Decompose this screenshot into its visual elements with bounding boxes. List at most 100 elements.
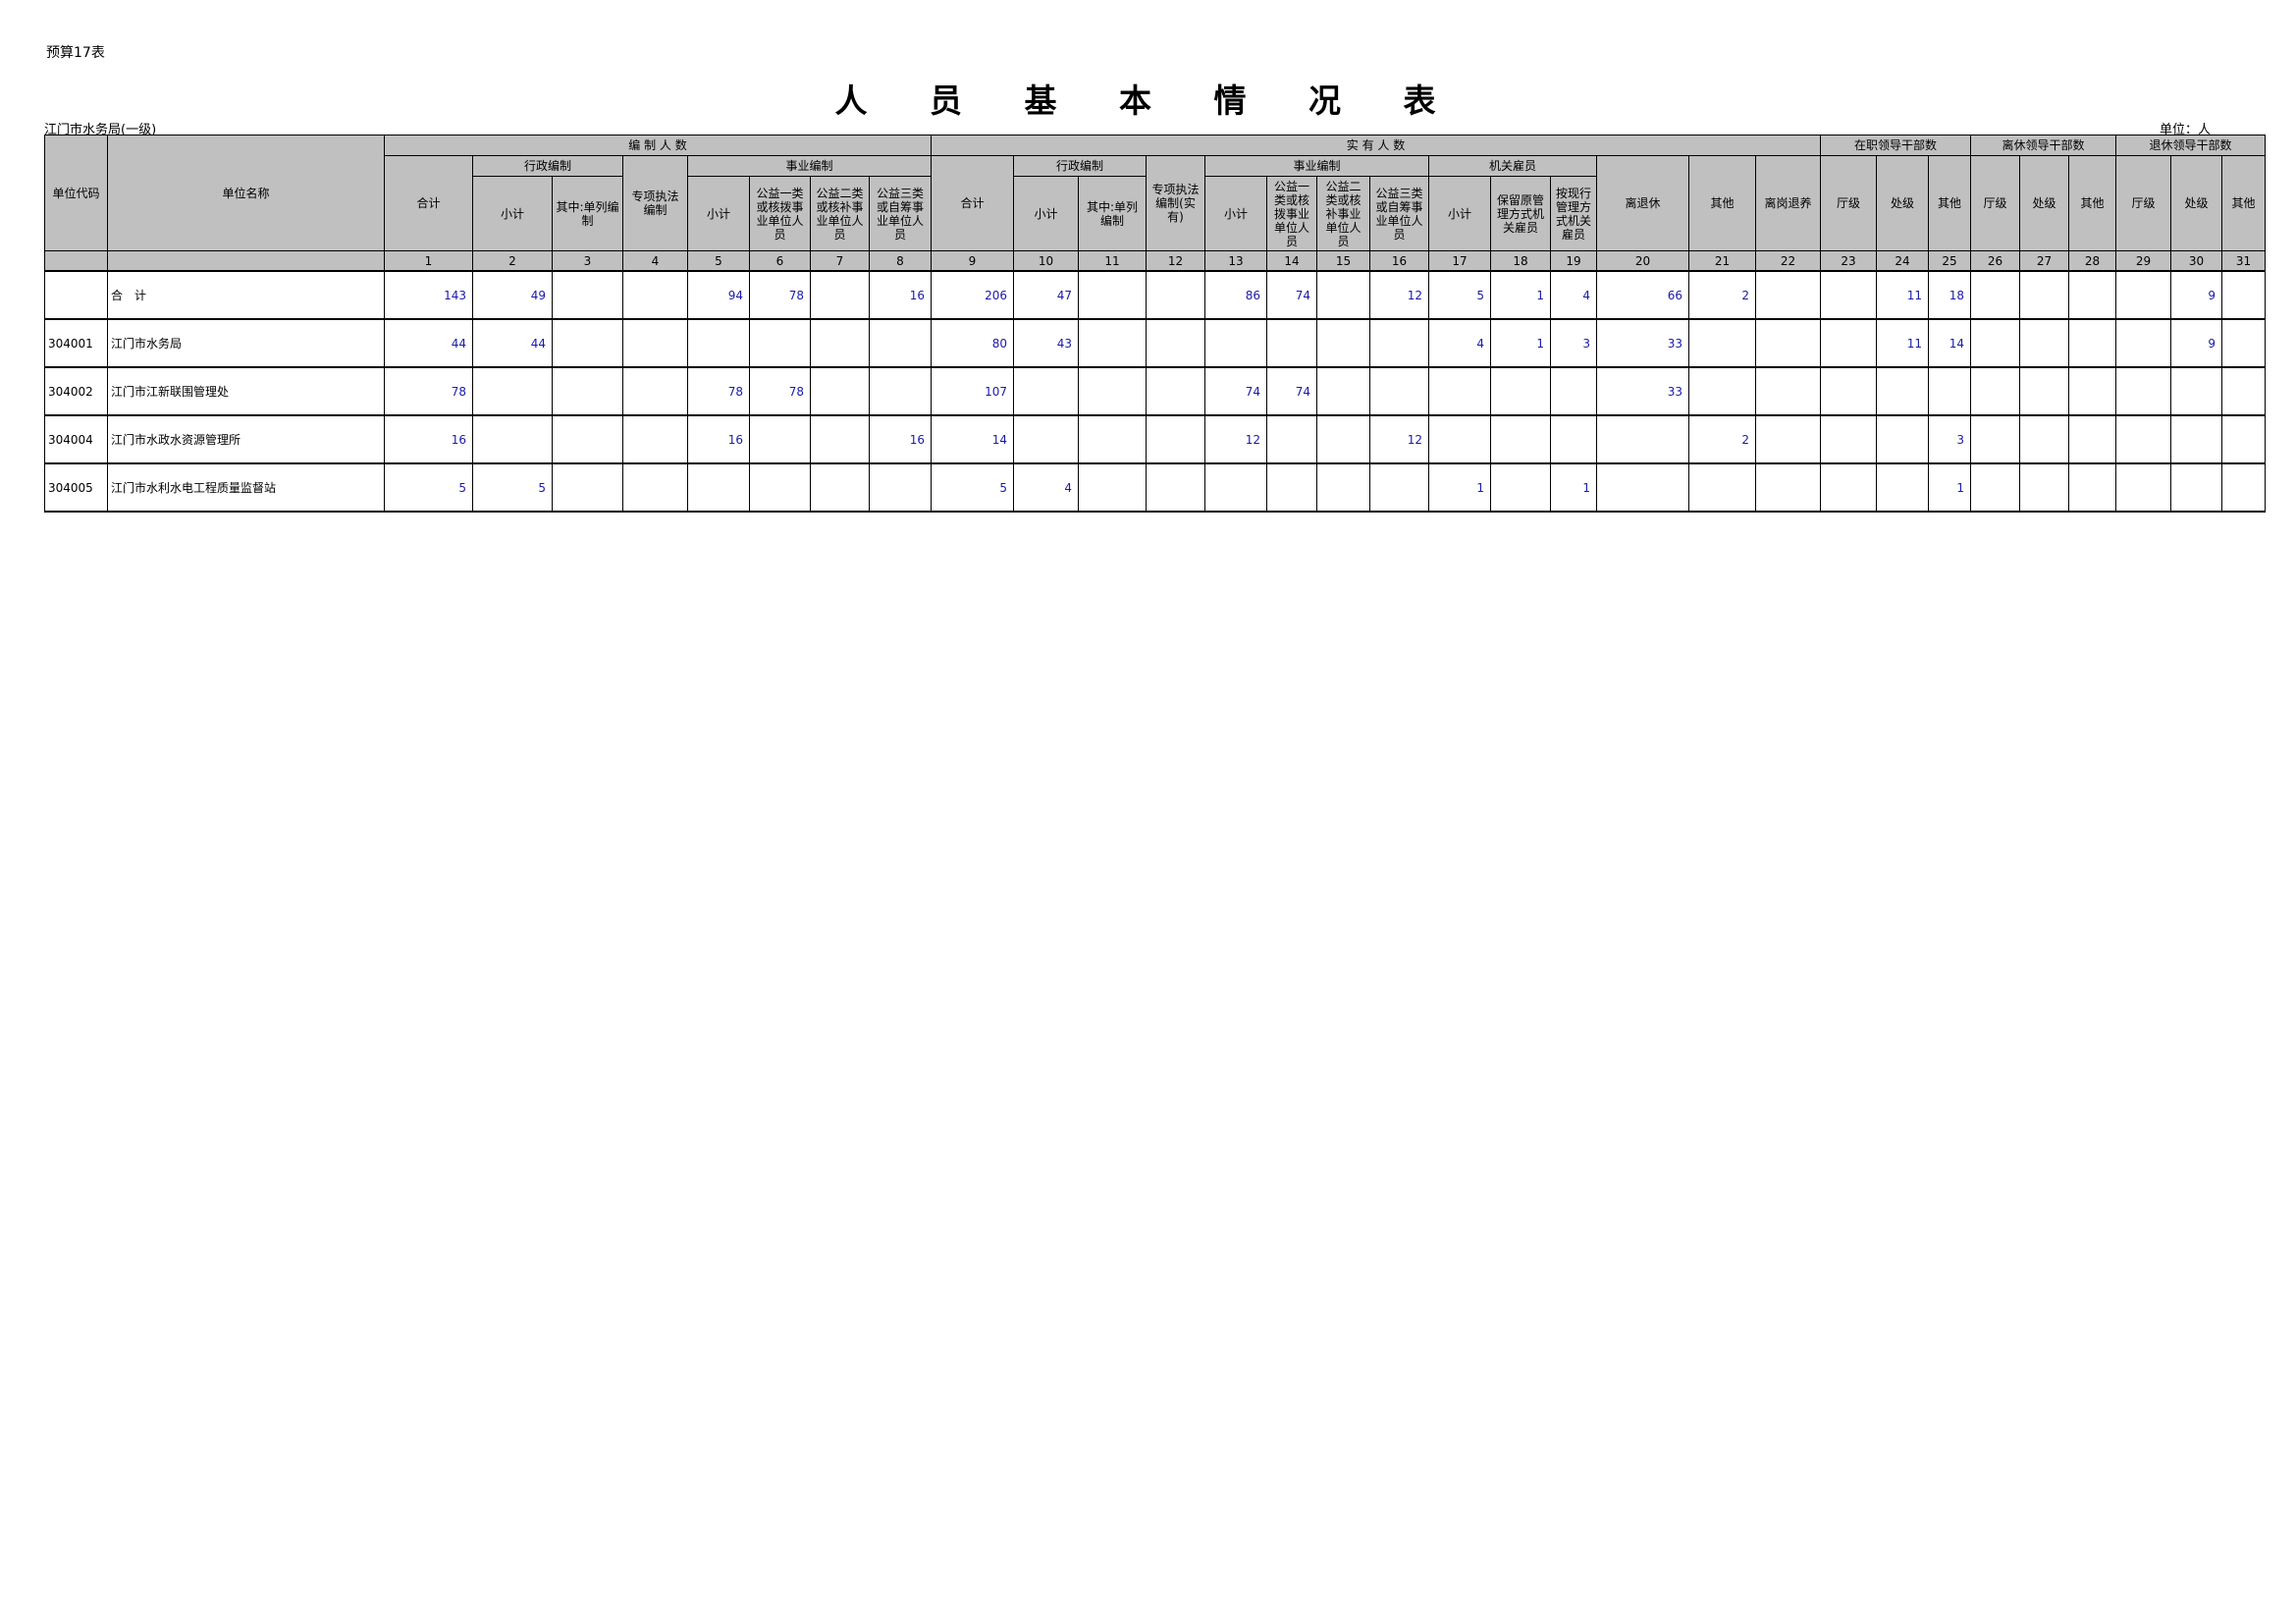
value-cell [1970, 366, 2020, 416]
value-cell: 206 [931, 270, 1014, 320]
value-cell [1928, 366, 1971, 416]
value-cell [1428, 366, 1491, 416]
unit-name: 江门市水务局 [107, 318, 385, 368]
column-number: 10 [1013, 250, 1079, 272]
column-number: 28 [2068, 250, 2116, 272]
value-cell: 74 [1204, 366, 1267, 416]
value-cell [1266, 318, 1317, 368]
column-number: 27 [2019, 250, 2069, 272]
header-auth-total: 合计 [384, 155, 473, 251]
value-cell [1266, 414, 1317, 464]
header-auth-institution: 事业编制 [687, 155, 932, 177]
header-row: 合计 行政编制 专项执法编制 事业编制 合计 行政编制 专项执法编制(实有) 事业编制 机关雇员… [45, 155, 2266, 251]
value-cell [552, 270, 623, 320]
value-cell [1970, 270, 2020, 320]
header-lixiu-leaders: 离休领导干部数 [1970, 135, 2116, 156]
unit-name: 江门市水政水资源管理所 [107, 414, 385, 464]
value-cell: 66 [1596, 270, 1689, 320]
header-actual-early-retire: 离岗退养 [1755, 155, 1821, 251]
value-cell: 14 [931, 414, 1014, 464]
value-cell: 4 [1428, 318, 1491, 368]
table-row: 304005 江门市水利水电工程质量监督站 5 5 5 4 1 1 1 [44, 462, 2266, 513]
value-cell [1550, 366, 1597, 416]
value-cell: 80 [931, 318, 1014, 368]
value-cell [2068, 318, 2116, 368]
header-actual-inst-3: 公益三类或自筹事业单位人员 [1369, 176, 1429, 251]
header-unit-code: 单位代码 [44, 135, 108, 251]
column-number-blank [107, 250, 385, 272]
value-cell [2115, 462, 2171, 513]
column-number: 12 [1146, 250, 1205, 272]
unit-code: 304005 [44, 462, 108, 513]
unit-name: 江门市江新联围管理处 [107, 366, 385, 416]
page-title: 人 员 基 本 情 况 表 [834, 81, 1462, 120]
value-cell [687, 462, 750, 513]
value-cell [1078, 414, 1147, 464]
header-actual-total: 合计 [931, 155, 1014, 251]
value-cell: 14 [1928, 318, 1971, 368]
column-number: 11 [1078, 250, 1147, 272]
value-cell [749, 414, 811, 464]
value-cell [1550, 414, 1597, 464]
header-actual-admin: 行政编制 [1013, 155, 1147, 177]
value-cell: 74 [1266, 366, 1317, 416]
value-cell [869, 318, 932, 368]
value-cell [1876, 462, 1929, 513]
column-number: 3 [552, 250, 623, 272]
table-row: 304004 江门市水政水资源管理所 16 16 16 14 12 12 2 3 [44, 414, 2266, 464]
value-cell: 5 [931, 462, 1014, 513]
value-cell: 44 [472, 318, 553, 368]
value-cell [1013, 366, 1079, 416]
value-cell [622, 318, 688, 368]
value-cell [552, 462, 623, 513]
value-cell [1970, 318, 2020, 368]
value-cell [749, 462, 811, 513]
value-cell [810, 414, 870, 464]
header-actual-count: 实 有 人 数 [931, 135, 1821, 156]
value-cell [1876, 414, 1929, 464]
value-cell: 12 [1369, 414, 1429, 464]
value-cell: 78 [384, 366, 473, 416]
value-cell: 18 [1928, 270, 1971, 320]
value-cell: 78 [749, 366, 811, 416]
value-cell [2019, 366, 2069, 416]
value-cell [1820, 318, 1877, 368]
value-cell [810, 318, 870, 368]
value-cell [2019, 462, 2069, 513]
header-actual-inst-sub: 小计 [1204, 176, 1267, 251]
unit-name: 江门市水利水电工程质量监督站 [107, 462, 385, 513]
value-cell [1428, 414, 1491, 464]
unit-code: 304001 [44, 318, 108, 368]
value-cell: 47 [1013, 270, 1079, 320]
value-cell [622, 462, 688, 513]
header-auth-admin-single: 其中:单列编制 [552, 176, 623, 251]
column-number: 9 [931, 250, 1014, 272]
header-actual-admin-sub: 小计 [1013, 176, 1079, 251]
header-auth-inst-1: 公益一类或核拨事业单位人员 [749, 176, 811, 251]
column-number: 23 [1820, 250, 1877, 272]
organization-name: 江门市水务局(一级) [44, 123, 157, 137]
value-cell: 16 [869, 414, 932, 464]
value-cell: 4 [1550, 270, 1597, 320]
value-cell [1755, 318, 1821, 368]
value-cell [1146, 318, 1205, 368]
column-number: 19 [1550, 250, 1597, 272]
value-cell [2221, 414, 2266, 464]
value-cell [1146, 462, 1205, 513]
header-row: 单位代码 单位名称编 制 人 数实 有 人 数在职领导干部数 离休领导干部数 退休领导… [44, 135, 2266, 251]
value-cell [2221, 366, 2266, 416]
value-cell [2170, 414, 2222, 464]
unit-code: 304002 [44, 366, 108, 416]
column-number: 5 [687, 250, 750, 272]
column-number: 1 [384, 250, 473, 272]
header-auth-admin: 行政编制 [472, 155, 623, 177]
value-cell [2221, 318, 2266, 368]
unit-name: 合 计 [107, 270, 385, 320]
value-cell [1369, 318, 1429, 368]
header-actual-retired: 离退休 [1596, 155, 1689, 251]
value-cell: 5 [384, 462, 473, 513]
value-cell: 9 [2170, 270, 2222, 320]
header-authorized-count: 编 制 人 数 [384, 135, 932, 156]
value-cell [1078, 462, 1147, 513]
header-level: 厅级 [1970, 155, 2020, 251]
